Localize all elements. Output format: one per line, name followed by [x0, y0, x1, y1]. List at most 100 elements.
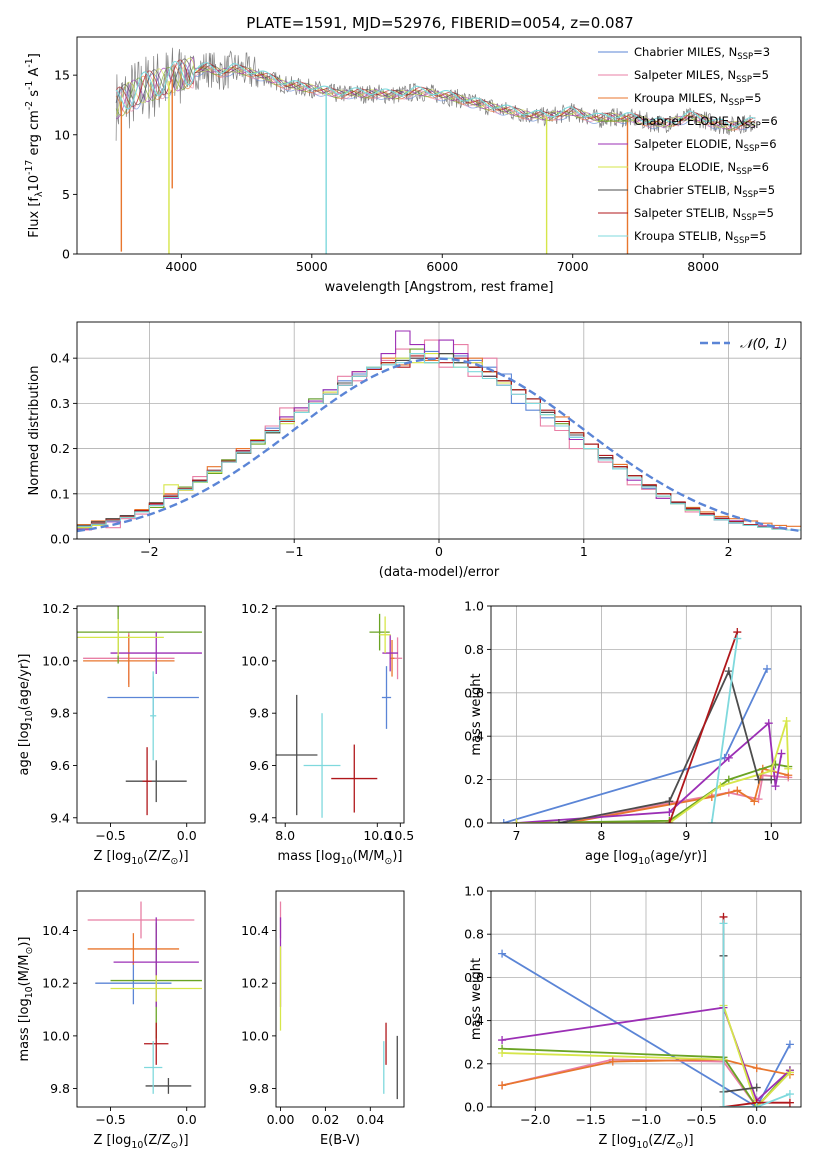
weight-point-marker [512, 819, 521, 823]
legend-label: Kroupa ELODIE, NSSP=6 [634, 160, 769, 177]
y-tick-label: 0.0 [50, 532, 70, 547]
axes-mass-vs-reddening: 0.00 0.02 0.04 9.8 10.0 10.2 10.4 E(B-V) [241, 890, 405, 1148]
legend-label: Kroupa STELIB, NSSP=5 [634, 229, 766, 246]
model-spectrum-line [115, 63, 756, 131]
weight-point-marker [771, 782, 780, 791]
y-tick-label: 9.8 [50, 706, 70, 721]
plot-area [276, 613, 403, 818]
y-tick-label: 0.3 [50, 396, 70, 411]
model-spectrum-line [115, 59, 756, 127]
weight-point-marker [763, 664, 772, 673]
y-tick-label: 9.4 [50, 810, 70, 825]
y-axis-label: mass weight [469, 958, 484, 1040]
axes-spectrum: 4000 5000 6000 7000 8000 0 5 10 15 wavelength [An… [24, 36, 802, 295]
axes-mass-vs-metallicity: −0.5 0.0 9.8 10.0 10.2 10.4 Z [log10(Z/Z⊙)] mas… [17, 890, 206, 1151]
weight-point-marker [724, 753, 733, 762]
weight-series-line [567, 767, 789, 823]
legend-label: Salpeter ELODIE, NSSP=6 [634, 137, 777, 154]
x-tick-label: −0.5 [95, 828, 125, 843]
weight-point-marker [777, 749, 786, 758]
weight-point-marker [665, 797, 674, 806]
axes-mass-weight-vs-metallicity: −2.0 −1.5 −1.0 −0.5 0.0 0.0 0.2 0.4 0.6 0.8 1.0 Z [… [464, 884, 802, 1151]
legend-label: Chabrier MILES, NSSP=3 [634, 45, 770, 62]
axes-frame [76, 36, 802, 255]
plot-area [498, 912, 794, 1107]
x-axis-label: (data-model)/error [379, 565, 500, 580]
weight-point-marker [767, 766, 776, 775]
x-tick-label: 6000 [426, 259, 458, 274]
y-tick-label: 9.6 [249, 758, 269, 773]
x-tick-label: 10 [763, 828, 779, 843]
y-tick-label: 9.8 [50, 1081, 70, 1096]
axes-frame [76, 890, 206, 1108]
weight-point-marker [498, 1081, 507, 1090]
weight-point-marker [719, 919, 728, 928]
weight-series-line [668, 631, 739, 823]
y-tick-label: 10.0 [241, 653, 269, 668]
x-tick-label: −1.5 [575, 1112, 605, 1127]
weight-point-marker [707, 819, 716, 823]
weight-point-marker [782, 717, 791, 726]
weight-point-marker [784, 764, 793, 773]
y-tick-label: 0.6 [464, 685, 484, 700]
y-tick-label: 10.2 [241, 976, 269, 991]
x-tick-label: 8 [597, 828, 605, 843]
x-axis-label: mass [log10(M/M⊙)] [278, 849, 403, 867]
weight-point-marker [724, 775, 733, 784]
y-axis-label: mass weight [469, 673, 484, 755]
y-tick-label: 10.0 [241, 1028, 269, 1043]
model-spectrum-line [115, 60, 756, 127]
weight-point-marker [750, 797, 759, 806]
x-tick-label: 10.5 [386, 828, 414, 843]
plot-area [499, 628, 793, 823]
legend-label: 𝒩(0, 1) [740, 337, 787, 352]
y-tick-label: 5 [62, 187, 70, 202]
x-tick-label: 0 [435, 544, 443, 559]
y-tick-label: 0.2 [464, 1056, 484, 1071]
y-tick-label: 10.2 [42, 976, 70, 991]
weight-point-marker [554, 819, 563, 823]
weight-point-marker [733, 786, 742, 795]
x-axis-label: Z [log10(Z/Z⊙)] [598, 1133, 693, 1151]
weight-point-marker [752, 1103, 761, 1107]
axes-age-vs-metallicity: −0.5 0.0 9.4 9.6 9.8 10.0 10.2 Z [log10(Z/Z⊙)] a… [17, 601, 206, 867]
y-tick-label: 9.8 [249, 1081, 269, 1096]
y-tick-label: 10 [54, 127, 70, 142]
x-tick-label: 4000 [165, 259, 197, 274]
y-tick-label: 0.1 [50, 486, 70, 501]
y-tick-label: 10.2 [241, 601, 269, 616]
y-tick-label: 0.2 [50, 441, 70, 456]
x-tick-label: 0.00 [267, 1112, 295, 1127]
histogram-series [77, 353, 801, 531]
y-tick-label: 10.0 [42, 653, 70, 668]
y-tick-label: 0 [62, 247, 70, 262]
y-axis-label: Flux [fλ10-17 erg cm-2 s-1 A-1] [24, 53, 45, 238]
weight-point-marker [754, 795, 763, 804]
axes-frame [490, 605, 802, 824]
weight-series-line [501, 952, 791, 1107]
weight-point-marker [785, 1040, 794, 1049]
y-tick-label: 10.2 [42, 601, 70, 616]
weight-point-marker [498, 949, 507, 958]
legend-label: Salpeter STELIB, NSSP=5 [634, 206, 774, 223]
axes-residual-histogram: −2 −1 0 1 2 0.0 0.1 0.2 0.3 0.4 (data-model)/error… [27, 321, 802, 580]
plot-area [77, 330, 801, 533]
weight-point-marker [785, 1098, 794, 1107]
y-axis-label: mass [log10(M/M⊙)] [17, 937, 35, 1062]
axes-frame [275, 605, 405, 824]
figure-title: PLATE=1591, MJD=52976, FIBERID=0054, z=0… [246, 14, 633, 32]
weight-series-line [516, 720, 790, 823]
weight-point-marker [563, 819, 572, 823]
weight-point-marker [608, 1057, 617, 1066]
weight-point-marker [764, 719, 773, 728]
axes-frame [76, 605, 206, 824]
x-tick-label: 5000 [296, 259, 328, 274]
x-tick-label: −1.0 [631, 1112, 661, 1127]
y-tick-label: 10.4 [42, 923, 70, 938]
y-tick-label: 0.6 [464, 970, 484, 985]
x-tick-label: 0.0 [177, 1112, 197, 1127]
y-tick-label: 1.0 [464, 599, 484, 614]
weight-series-line [516, 721, 783, 823]
